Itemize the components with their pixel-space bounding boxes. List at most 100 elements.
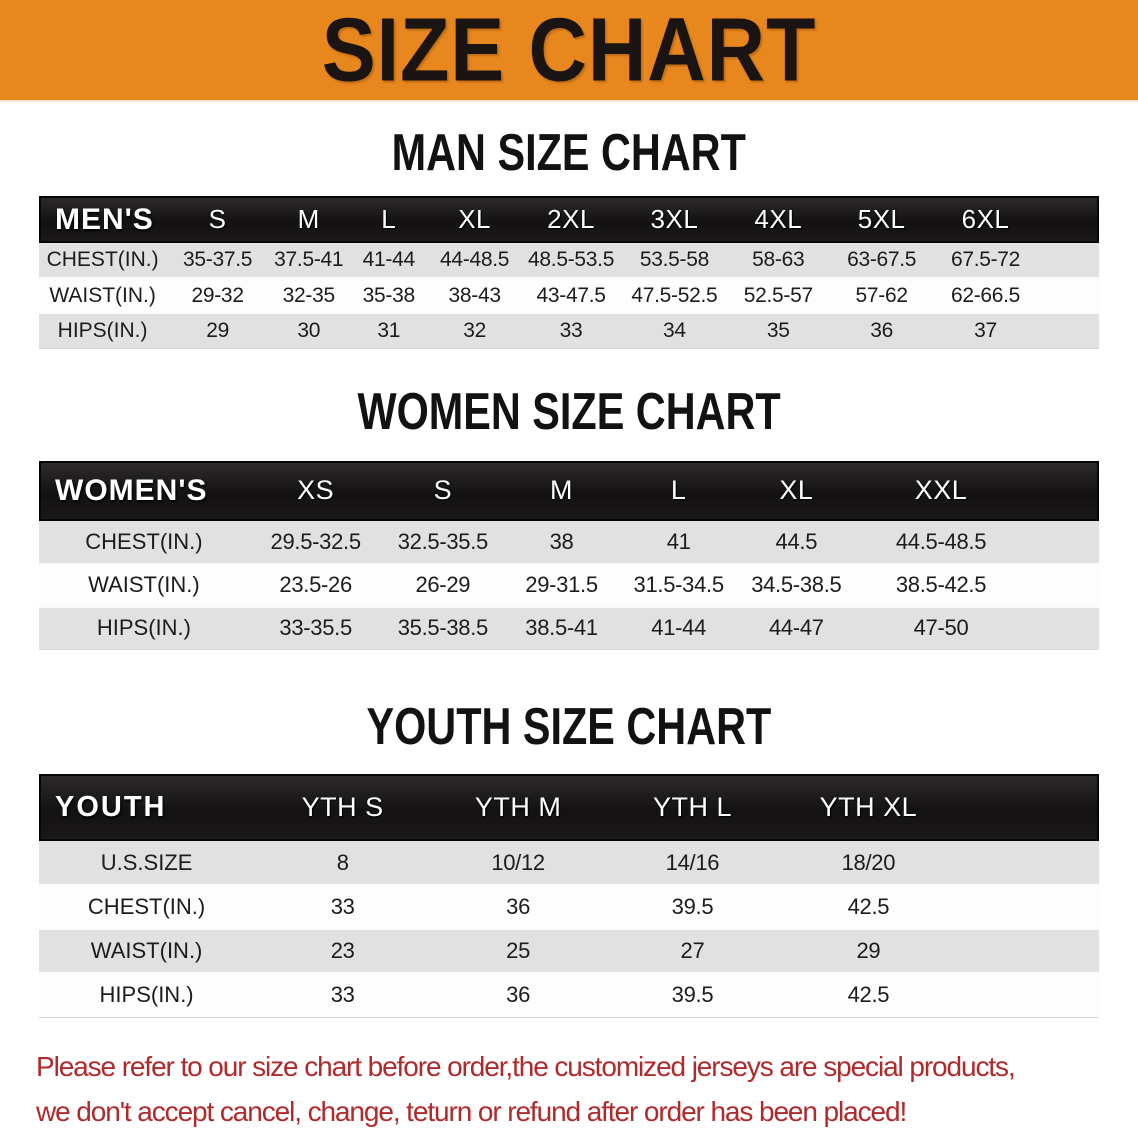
- table-header-label: MEN'S: [55, 202, 154, 236]
- measurement-row: WAIST(IN.) 23 25 27 29: [39, 929, 1099, 973]
- spacer-cell: [1027, 521, 1099, 564]
- size-value: 26-29: [415, 572, 471, 597]
- size-value: 52.5-57: [743, 283, 813, 307]
- size-value: 36: [506, 982, 531, 1008]
- spacer-cell: [957, 841, 1099, 885]
- charts-main: MAN SIZE CHART MEN'S S M L XL 2XL 3XL 4XL 5XL 6XL…: [0, 122, 1138, 1018]
- measurement-row: CHEST(IN.) 33 36 39.5 42.5: [39, 885, 1099, 929]
- size-value: 35-38: [362, 283, 416, 307]
- spacer-cell: [1037, 313, 1099, 348]
- men-section-heading: MAN SIZE CHART: [0, 122, 1138, 182]
- size-value: 33: [330, 894, 355, 919]
- footer-notice: Please refer to our size chart before or…: [36, 1044, 1138, 1132]
- size-value: 44-48.5: [440, 248, 510, 271]
- size-value: 39.5: [671, 982, 714, 1008]
- size-value: 44-47: [768, 615, 824, 641]
- spacer-cell: [1037, 196, 1099, 243]
- size-value: 41-44: [651, 615, 707, 641]
- spacer-cell: [1037, 278, 1099, 313]
- size-column-header: XXL: [914, 475, 968, 505]
- row-label: HIPS(IN.): [99, 982, 194, 1008]
- size-value: 35: [766, 318, 790, 342]
- notice-line-1: Please refer to our size chart before or…: [36, 1050, 1016, 1082]
- youth-section-heading: YOUTH SIZE CHART: [0, 696, 1138, 756]
- section-men: MAN SIZE CHART MEN'S S M L XL 2XL 3XL 4XL 5XL 6XL…: [0, 122, 1138, 349]
- size-column-header: L: [670, 475, 687, 505]
- table-header-row: MEN'S S M L XL 2XL 3XL 4XL 5XL 6XL: [39, 196, 1099, 243]
- size-value: 31.5-34.5: [633, 572, 725, 597]
- measurement-row: WAIST(IN.) 29-32 32-35 35-38 38-43 43-47.5 47.…: [39, 278, 1099, 313]
- spacer-cell: [1027, 461, 1099, 521]
- women-section-heading: WOMEN SIZE CHART: [0, 381, 1138, 440]
- size-value: 29-32: [191, 283, 244, 307]
- size-value: 34.5-38.5: [751, 572, 842, 597]
- size-value: 33-35.5: [279, 615, 352, 641]
- spacer-cell: [957, 973, 1099, 1017]
- size-value: 67.5-72: [950, 248, 1021, 271]
- measurement-row: HIPS(IN.) 33 36 39.5 42.5: [39, 973, 1099, 1017]
- table-header-label: YOUTH: [55, 791, 167, 823]
- size-column-header: YTH S: [301, 792, 384, 822]
- size-value: 29-31.5: [525, 572, 598, 597]
- row-label: HIPS(IN.): [57, 318, 148, 342]
- size-value: 44.5-48.5: [895, 528, 987, 554]
- size-value: 32.5-35.5: [397, 528, 489, 554]
- size-value: 29: [206, 318, 229, 342]
- size-value: 48.5-53.5: [528, 248, 615, 271]
- size-value: 38.5-42.5: [895, 572, 987, 597]
- size-value: 63-67.5: [847, 248, 917, 271]
- size-value: 47.5-52.5: [631, 283, 718, 307]
- size-column-header: 3XL: [650, 204, 699, 234]
- size-column-header: YTH XL: [819, 792, 918, 822]
- row-label: CHEST(IN.): [46, 248, 159, 271]
- size-value: 23.5-26: [279, 572, 352, 597]
- size-value: 35-37.5: [183, 248, 253, 271]
- notice-line-2: we don't accept cancel, change, teturn o…: [36, 1095, 907, 1127]
- size-column-header: M: [297, 204, 320, 234]
- size-value: 23: [330, 938, 355, 963]
- size-value: 39.5: [671, 894, 714, 919]
- size-value: 38-43: [448, 283, 502, 307]
- size-column-header: L: [381, 204, 397, 234]
- size-column-header: 2XL: [547, 204, 595, 234]
- size-value: 30: [297, 318, 321, 342]
- size-value: 38: [549, 528, 574, 554]
- size-value: 57-62: [855, 283, 909, 307]
- spacer-cell: [957, 774, 1099, 841]
- size-value: 35.5-38.5: [397, 615, 489, 641]
- spacer-cell: [957, 885, 1099, 929]
- size-value: 31: [377, 318, 401, 342]
- size-column-header: YTH M: [474, 792, 562, 822]
- measurement-row: CHEST(IN.) 29.5-32.5 32.5-35.5 38 41 44.5 44.5…: [39, 520, 1099, 564]
- size-value: 36: [506, 894, 531, 919]
- spacer-cell: [1037, 243, 1099, 278]
- size-column-header: S: [433, 475, 453, 505]
- measurement-row: U.S.SIZE 8 10/12 14/16 18/20: [39, 841, 1099, 885]
- row-label: CHEST(IN.): [87, 894, 206, 919]
- size-value: 53.5-58: [639, 248, 709, 271]
- size-column-header: XL: [779, 475, 814, 505]
- measurement-row: HIPS(IN.) 33-35.5 35.5-38.5 38.5-41 41-44 44-…: [39, 606, 1099, 650]
- size-value: 14/16: [665, 849, 720, 875]
- measurement-row: CHEST(IN.) 35-37.5 37.5-41 41-44 44-48.5 48.5…: [39, 243, 1099, 278]
- youth-section-heading-text: YOUTH SIZE CHART: [366, 696, 772, 756]
- row-label: WAIST(IN.): [90, 938, 203, 963]
- section-youth: YOUTH SIZE CHART YOUTH YTH S YTH M YTH L YTH…: [0, 696, 1138, 1018]
- row-label: CHEST(IN.): [85, 528, 203, 554]
- size-value: 37.5-41: [274, 248, 344, 271]
- page-title: SIZE CHART: [321, 0, 817, 100]
- row-label: U.S.SIZE: [100, 849, 193, 875]
- size-column-header: S: [208, 204, 227, 234]
- men-section-heading-text: MAN SIZE CHART: [391, 122, 747, 182]
- size-value: 41-44: [362, 248, 416, 271]
- size-value: 25: [506, 938, 531, 963]
- size-column-header: 5XL: [857, 204, 906, 234]
- size-value: 41: [666, 528, 691, 554]
- size-value: 27: [680, 938, 705, 963]
- table-header-row: YOUTH YTH S YTH M YTH L YTH XL: [39, 774, 1099, 841]
- size-value: 8: [336, 849, 349, 875]
- women-section-heading-text: WOMEN SIZE CHART: [357, 381, 781, 440]
- size-column-header: M: [550, 475, 574, 505]
- table-header-row: WOMEN'S XS S M L XL XXL: [39, 460, 1099, 521]
